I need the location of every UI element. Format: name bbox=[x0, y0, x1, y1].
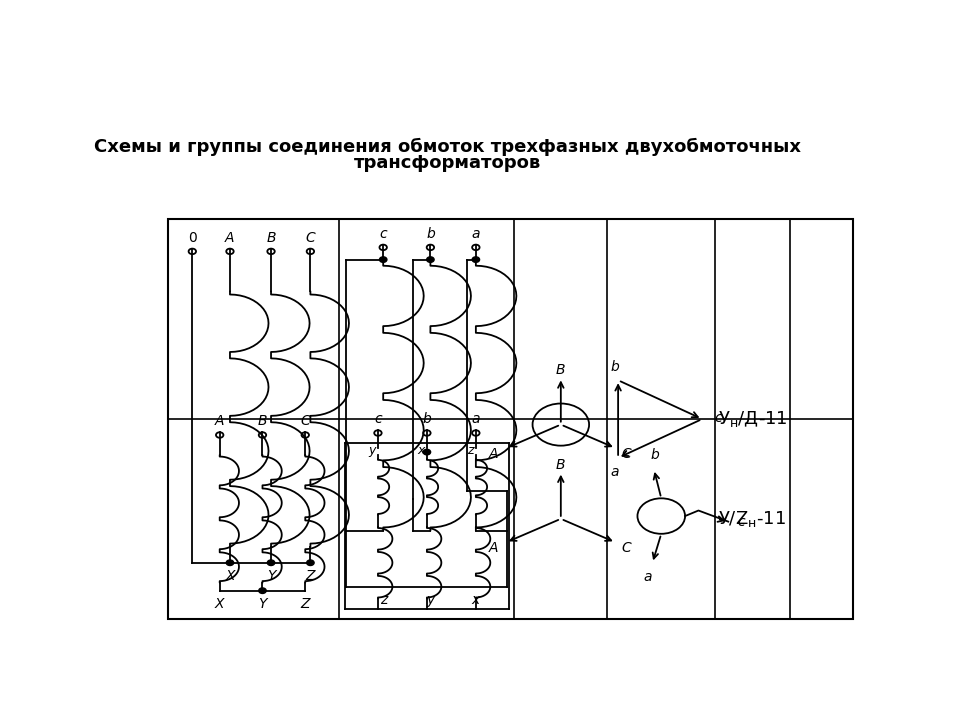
Text: Схемы и группы соединения обмоток трехфазных двухобмоточных: Схемы и группы соединения обмоток трехфа… bbox=[94, 138, 801, 156]
Text: 0: 0 bbox=[188, 230, 197, 245]
Text: y: y bbox=[426, 593, 435, 608]
Text: B: B bbox=[556, 364, 565, 377]
Text: b: b bbox=[426, 227, 435, 240]
Circle shape bbox=[267, 560, 275, 565]
Circle shape bbox=[227, 560, 233, 565]
Text: b: b bbox=[651, 449, 660, 462]
Text: z: z bbox=[379, 593, 387, 608]
Text: X: X bbox=[226, 570, 234, 583]
Text: У/Z$_{\mathregular{н}}$-11: У/Z$_{\mathregular{н}}$-11 bbox=[718, 509, 786, 528]
Text: a: a bbox=[643, 570, 652, 584]
Text: a: a bbox=[471, 227, 480, 240]
Text: C: C bbox=[622, 446, 632, 461]
Text: b: b bbox=[610, 359, 619, 374]
Text: A: A bbox=[489, 541, 498, 555]
Text: C: C bbox=[305, 230, 315, 245]
Text: B: B bbox=[266, 230, 276, 245]
Text: x: x bbox=[418, 444, 424, 457]
Circle shape bbox=[259, 588, 266, 593]
Text: трансформаторов: трансформаторов bbox=[353, 154, 541, 172]
Text: A: A bbox=[489, 446, 498, 461]
Text: B: B bbox=[556, 457, 565, 472]
Text: z: z bbox=[468, 444, 473, 457]
Text: a: a bbox=[471, 413, 480, 426]
Text: y: y bbox=[369, 444, 375, 457]
Circle shape bbox=[379, 257, 387, 262]
Bar bbox=[168, 220, 852, 618]
Text: b: b bbox=[422, 413, 431, 426]
Text: Z: Z bbox=[300, 598, 310, 611]
Text: Y: Y bbox=[267, 570, 276, 583]
Text: X: X bbox=[215, 598, 225, 611]
Text: B: B bbox=[257, 414, 267, 428]
Text: c: c bbox=[379, 227, 387, 240]
Text: Y: Y bbox=[258, 598, 267, 611]
Text: Z: Z bbox=[305, 570, 315, 583]
Circle shape bbox=[306, 560, 314, 565]
Circle shape bbox=[426, 257, 434, 262]
Text: x: x bbox=[471, 593, 480, 608]
Circle shape bbox=[423, 449, 431, 455]
Text: c: c bbox=[737, 515, 745, 528]
Text: c: c bbox=[714, 411, 722, 425]
Text: C: C bbox=[300, 414, 310, 428]
Text: A: A bbox=[226, 230, 234, 245]
Text: a: a bbox=[611, 464, 618, 479]
Text: A: A bbox=[215, 414, 225, 428]
Text: У$_{\mathregular{н}}$/Д-11: У$_{\mathregular{н}}$/Д-11 bbox=[717, 409, 787, 429]
Text: c: c bbox=[374, 413, 382, 426]
Circle shape bbox=[472, 257, 480, 262]
Text: C: C bbox=[622, 541, 632, 555]
